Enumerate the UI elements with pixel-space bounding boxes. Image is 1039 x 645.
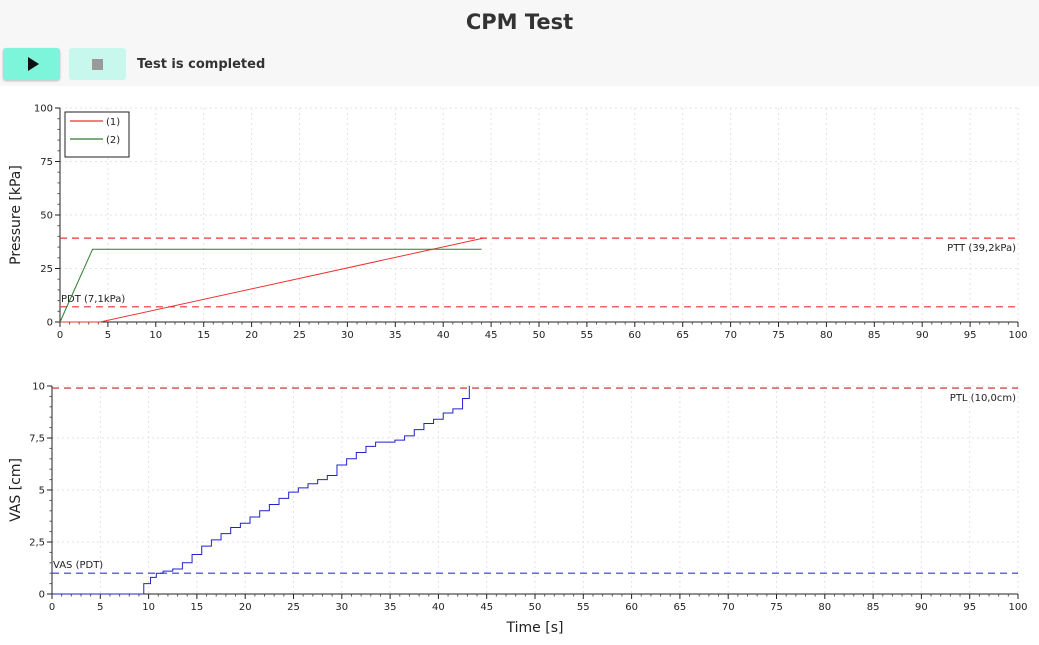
reference-label: VAS (PDT) (53, 560, 103, 571)
status-text: Test is completed (137, 57, 266, 72)
x-tick-label: 35 (389, 330, 402, 341)
x-tick-label: 65 (676, 330, 689, 341)
x-tick-label: 0 (49, 602, 55, 613)
legend-box (64, 111, 130, 158)
x-tick-label: 90 (916, 330, 929, 341)
x-tick-label: 20 (245, 330, 258, 341)
y-axis-title: VAS [cm] (8, 458, 24, 522)
x-tick-label: 40 (432, 602, 445, 613)
x-tick-label: 45 (480, 602, 493, 613)
x-tick-label: 85 (868, 330, 881, 341)
x-tick-label: 65 (674, 602, 687, 613)
x-tick-label: 5 (105, 330, 111, 341)
x-tick-label: 40 (437, 330, 450, 341)
x-tick-label: 60 (628, 330, 641, 341)
reference-label: PDT (7,1kPa) (61, 294, 125, 305)
series-line-1 (52, 386, 470, 595)
series-line-2 (59, 248, 482, 323)
x-tick-label: 25 (293, 330, 306, 341)
x-tick-label: 5 (97, 602, 103, 613)
x-tick-label: 95 (964, 330, 977, 341)
y-tick-label: 7,5 (29, 434, 45, 445)
x-tick-label: 50 (529, 602, 542, 613)
x-tick-label: 55 (581, 330, 594, 341)
y-axis-title: Pressure [kPa] (8, 165, 24, 265)
x-tick-label: 70 (722, 602, 735, 613)
y-tick-label: 5 (39, 486, 45, 497)
play-icon (27, 57, 39, 71)
x-tick-label: 10 (142, 602, 155, 613)
stop-button[interactable] (69, 48, 126, 80)
x-tick-label: 70 (724, 330, 737, 341)
x-tick-label: 0 (57, 330, 63, 341)
x-tick-label: 60 (625, 602, 638, 613)
legend: (1) (2) (64, 111, 130, 158)
legend-label: (2) (106, 135, 120, 146)
x-tick-label: 80 (820, 330, 833, 341)
y-tick-label: 75 (40, 157, 53, 168)
legend-label: (1) (106, 117, 120, 128)
stop-icon (92, 58, 103, 70)
x-tick-label: 20 (239, 602, 252, 613)
chart-1: 0 5 10 15 20 25 30 35 40 45 50 55 60 65 70 75 80 85 90 95 10… (8, 104, 1028, 342)
x-tick-label: 25 (287, 602, 300, 613)
x-tick-label: 55 (577, 602, 590, 613)
y-tick-label: 2,5 (29, 538, 45, 549)
x-tick-label: 100 (1008, 330, 1027, 341)
y-tick-label: 0 (39, 590, 45, 601)
reference-label: PTL (10,0cm) (950, 393, 1016, 404)
y-tick-label: 50 (40, 211, 53, 222)
play-button[interactable] (3, 48, 60, 80)
x-tick-label: 90 (915, 602, 928, 613)
x-tick-label: 85 (867, 602, 880, 613)
y-tick-label: 25 (40, 264, 53, 275)
app-title: CPM Test (465, 10, 574, 34)
x-tick-label: 75 (772, 330, 785, 341)
x-axis-title: Time [s] (506, 620, 564, 636)
series-line-1 (60, 237, 484, 323)
y-tick-label: 0 (47, 318, 53, 329)
x-tick-label: 30 (341, 330, 354, 341)
x-tick-label: 80 (818, 602, 831, 613)
x-tick-label: 45 (485, 330, 498, 341)
y-tick-label: 100 (34, 104, 53, 115)
x-tick-label: 100 (1008, 602, 1027, 613)
toolbar: CPM Test Test is completed (0, 0, 1039, 86)
y-tick-label: 10 (32, 382, 45, 393)
x-tick-label: 15 (191, 602, 204, 613)
x-tick-label: 75 (770, 602, 783, 613)
x-tick-label: 50 (533, 330, 546, 341)
x-tick-label: 95 (963, 602, 976, 613)
reference-label: PTT (39,2kPa) (947, 243, 1016, 254)
x-tick-label: 35 (384, 602, 397, 613)
chart-2: 0 5 10 15 20 25 30 35 40 45 50 55 60 65 70 75 80 85 90 95 10… (8, 382, 1028, 637)
x-tick-label: 30 (335, 602, 348, 613)
x-tick-label: 10 (149, 330, 162, 341)
x-tick-label: 15 (197, 330, 210, 341)
